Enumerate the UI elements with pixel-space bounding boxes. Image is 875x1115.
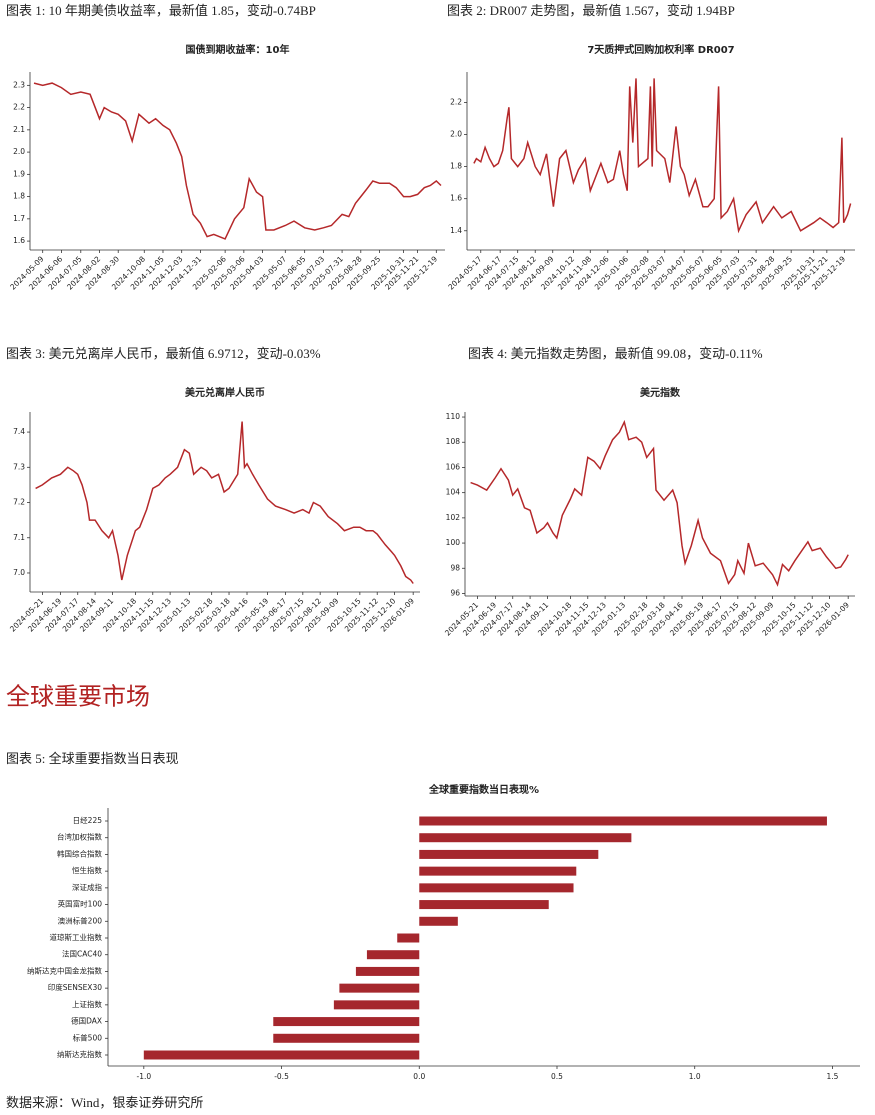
y-tick-label: 2.0 [450, 130, 462, 139]
x-tick-label: 0.5 [551, 1072, 563, 1081]
y-tick-label: 98 [450, 563, 460, 572]
line-series [33, 82, 442, 240]
chart-title: 美元兑离岸人民币 [185, 386, 265, 399]
y-tick-label: 106 [446, 462, 461, 471]
y-tick-label: 1.8 [450, 162, 462, 171]
y-tick-label: 7.1 [13, 533, 25, 542]
chart-title: 国债到期收益率：10年 [186, 43, 290, 56]
section-title: 全球重要市场 [6, 683, 150, 711]
figure-caption: 图表 1: 10 年期美债收益率，最新值 1.85，变动-0.74BP [6, 3, 316, 18]
y-tick-label: 法国CAC40 [62, 949, 102, 959]
bar [419, 900, 549, 910]
y-tick-label: 韩国综合指数 [57, 848, 102, 858]
y-tick-label: 102 [446, 513, 461, 522]
y-tick-label: 澳洲标普200 [58, 915, 103, 925]
bar [419, 866, 577, 876]
y-tick-label: 100 [446, 538, 461, 547]
y-tick-label: 1.6 [13, 236, 25, 245]
y-tick-label: 纳斯达克中国金龙指数 [27, 965, 102, 975]
figure-caption: 图表 3: 美元兑离岸人民币，最新值 6.9712，变动-0.03% [6, 346, 321, 361]
y-tick-label: 108 [446, 437, 461, 446]
y-tick-label: 1.9 [13, 169, 25, 178]
y-tick-label: 印度SENSEX30 [48, 982, 103, 992]
chart-title: 美元指数 [640, 386, 681, 399]
y-tick-label: 2.1 [13, 125, 25, 134]
line-series [473, 78, 852, 234]
bar [355, 966, 420, 976]
y-tick-label: 96 [450, 588, 460, 597]
y-tick-label: 2.0 [13, 147, 25, 156]
line-series [470, 419, 849, 587]
bar [273, 1033, 420, 1043]
y-tick-label: 深证成指 [72, 882, 102, 892]
figure-caption: 图表 2: DR007 走势图，最新值 1.567，变动 1.94BP [447, 3, 735, 18]
x-tick-label: 1.5 [826, 1072, 838, 1081]
bar [333, 1000, 420, 1010]
y-tick-label: 标普500 [73, 1032, 103, 1042]
y-tick-label: 110 [446, 412, 461, 421]
x-tick-label: 1.0 [689, 1072, 701, 1081]
y-tick-label: 7.4 [13, 427, 25, 436]
y-tick-label: 1.4 [450, 226, 462, 235]
y-tick-label: 道琼斯工业指数 [50, 932, 103, 942]
bar [143, 1050, 420, 1060]
chart-title: 全球重要指数当日表现% [428, 783, 539, 796]
x-tick-label: 0.0 [413, 1072, 425, 1081]
line-series [35, 421, 414, 584]
bar [419, 849, 599, 859]
y-tick-label: 纳斯达克指数 [57, 1049, 102, 1059]
x-tick-label: -0.5 [274, 1072, 289, 1081]
y-tick-label: 2.3 [13, 80, 25, 89]
chart-title: 7天质押式回购加权利率 DR007 [587, 43, 734, 56]
y-tick-label: 日经225 [73, 815, 103, 825]
bar [419, 816, 827, 826]
figure-caption: 图表 5: 全球重要指数当日表现 [6, 751, 179, 766]
bar [273, 1017, 420, 1027]
bar [419, 833, 632, 843]
y-tick-label: 英国富时100 [58, 899, 103, 909]
y-tick-label: 上证指数 [72, 999, 102, 1009]
y-tick-label: 7.3 [13, 462, 25, 471]
y-tick-label: 2.2 [450, 97, 462, 106]
bar [419, 883, 574, 893]
bar [366, 950, 420, 960]
y-tick-label: 恒生指数 [72, 865, 102, 875]
y-tick-label: 1.8 [13, 192, 25, 201]
y-tick-label: 104 [446, 488, 461, 497]
x-tick-label: -1.0 [136, 1072, 151, 1081]
bar [397, 933, 420, 943]
source-note: 数据来源：Wind，银泰证券研究所 [6, 1095, 203, 1110]
y-tick-label: 德国DAX [71, 1016, 102, 1026]
y-tick-label: 7.2 [13, 498, 25, 507]
y-tick-label: 1.6 [450, 194, 462, 203]
y-tick-label: 台湾加权指数 [57, 832, 102, 842]
y-tick-label: 2.2 [13, 103, 25, 112]
y-tick-label: 7.0 [13, 568, 25, 577]
y-tick-label: 1.7 [13, 214, 25, 223]
bar [339, 983, 420, 993]
bar [419, 916, 458, 926]
figure-caption: 图表 4: 美元指数走势图，最新值 99.08，变动-0.11% [468, 346, 763, 361]
